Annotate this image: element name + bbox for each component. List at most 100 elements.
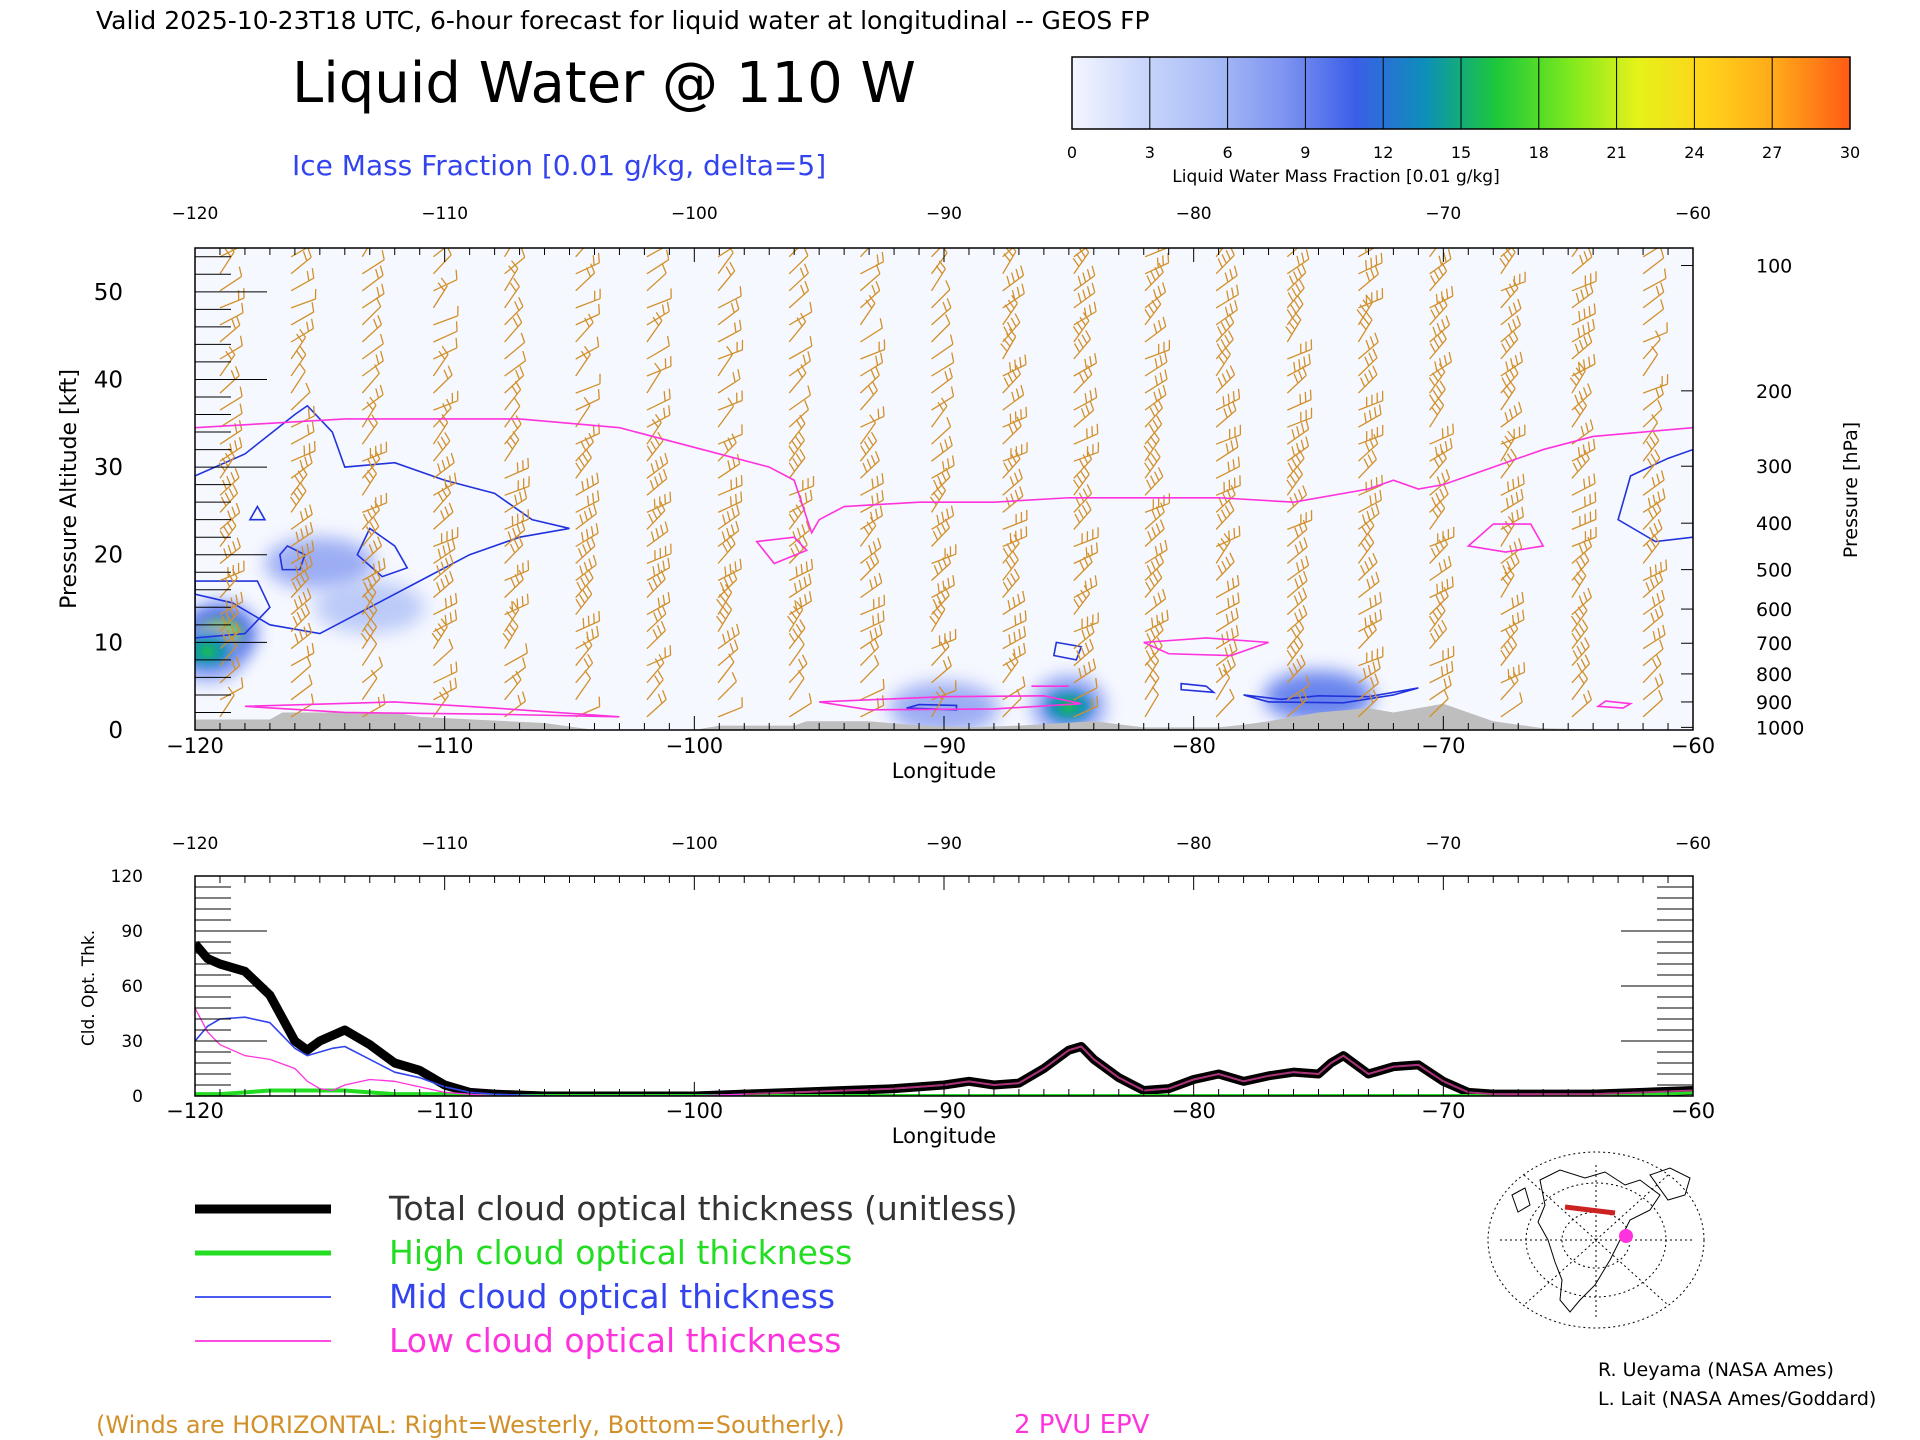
- wind-barb: [1144, 609, 1169, 633]
- wind-barb: [646, 312, 663, 343]
- wind-barb: [859, 248, 870, 258]
- wind-barb: [361, 517, 380, 547]
- locator-point: [1619, 1229, 1633, 1243]
- wind-barb: [504, 260, 519, 292]
- wind-barb: [1144, 282, 1167, 309]
- liquid-water-peak: [198, 645, 217, 658]
- plot-frame-lower: [194, 875, 1694, 1097]
- legend-label: Low cloud optical thickness: [389, 1321, 841, 1360]
- wind-barb: [1144, 415, 1163, 445]
- wind-barb: [788, 280, 810, 309]
- wind-barb: [717, 534, 736, 564]
- wind-barb: [1215, 388, 1241, 411]
- colorbar-cell: [1567, 57, 1639, 129]
- wind-barb: [1429, 661, 1454, 684]
- wind-barb: [1642, 330, 1661, 360]
- wind-barb: [1571, 397, 1588, 428]
- lower-x-tick-label: −90: [922, 1099, 966, 1123]
- pressure-tick-label: 200: [1756, 381, 1792, 403]
- ice-contour: [279, 544, 306, 571]
- legend-label: Mid cloud optical thickness: [389, 1277, 835, 1316]
- wind-barb: [1642, 322, 1668, 343]
- wind-barb: [717, 248, 733, 258]
- wind-barb: [1358, 592, 1382, 616]
- wind-barb: [1357, 434, 1379, 462]
- wind-barb: [717, 570, 738, 599]
- wind-barb: [931, 435, 953, 462]
- wind-barb: [504, 248, 511, 258]
- wind-barb: [931, 314, 951, 343]
- lower-x-tick-label: −60: [1671, 1099, 1715, 1123]
- wind-barb: [1215, 330, 1234, 360]
- wind-barb: [860, 594, 886, 616]
- wind-barb: [290, 555, 313, 582]
- wind-barb: [1073, 575, 1098, 599]
- wind-barb: [788, 263, 809, 292]
- wind-barb: [1002, 416, 1022, 445]
- wind-barb: [361, 656, 383, 684]
- wind-barb: [290, 603, 310, 633]
- wind-barb: [290, 569, 310, 599]
- wind-barb: [1144, 568, 1163, 599]
- wind-barb: [575, 336, 600, 360]
- wind-barb: [1357, 450, 1377, 479]
- wind-barb: [1429, 380, 1446, 411]
- wind-barb: [502, 618, 519, 650]
- wind-barb: [1571, 536, 1593, 564]
- wind-barb: [717, 299, 740, 326]
- x-tick-label: −120: [166, 734, 224, 758]
- wind-barb: [1002, 676, 1026, 701]
- wind-barb: [646, 405, 671, 428]
- wind-barb: [646, 491, 672, 513]
- lower-y-tick-label: 120: [111, 867, 143, 887]
- wind-barb: [1642, 470, 1665, 496]
- wind-barb: [1642, 689, 1664, 718]
- wind-barb: [860, 610, 885, 633]
- wind-barb: [1500, 430, 1515, 462]
- wind-barb: [1500, 315, 1522, 343]
- colorbar-cell: [1637, 57, 1710, 129]
- wind-barb: [1571, 354, 1596, 377]
- wind-barb: [219, 403, 243, 428]
- wind-barb: [1073, 353, 1098, 377]
- x-tick-label-top: −100: [671, 204, 718, 224]
- wind-barb: [1357, 552, 1378, 581]
- wind-barb: [432, 554, 454, 581]
- wind-barb: [362, 441, 388, 462]
- wind-barb: [931, 248, 941, 258]
- wind-barb: [1144, 467, 1164, 496]
- wind-barb: [1286, 587, 1308, 616]
- wind-barb: [929, 601, 946, 633]
- wind-barb: [1286, 295, 1304, 326]
- wind-barb: [1571, 670, 1589, 701]
- wind-barb: [931, 575, 955, 599]
- wind-barb: [575, 448, 592, 479]
- epv-label: 2 PVU EPV: [1014, 1410, 1150, 1440]
- wind-barb: [1002, 364, 1021, 394]
- wind-barb: [219, 386, 243, 411]
- wind-barb: [646, 569, 666, 599]
- wind-barb: [1642, 559, 1668, 582]
- wind-barb: [1002, 486, 1024, 513]
- wind-barb: [1429, 645, 1455, 667]
- colorbar-cell: [1072, 57, 1144, 129]
- x-tick-label-top: −80: [1176, 204, 1212, 224]
- wind-barb: [859, 654, 880, 684]
- credit-1: R. Ueyama (NASA Ames): [1598, 1359, 1834, 1381]
- wind-barb: [1357, 332, 1379, 360]
- wind-barb: [290, 301, 315, 326]
- wind-barb: [1358, 390, 1384, 411]
- wind-barb: [646, 248, 664, 258]
- wind-barb: [219, 346, 236, 377]
- wind-barb: [1215, 345, 1231, 377]
- wind-barb: [1642, 519, 1663, 547]
- wind-barb: [1642, 299, 1665, 326]
- wind-barb: [504, 570, 524, 599]
- wind-barb: [931, 417, 952, 445]
- wind-barb: [575, 304, 601, 326]
- wind-barb: [290, 318, 315, 343]
- lower-x-tick-label-top: −60: [1675, 834, 1711, 854]
- wind-barb: [361, 669, 378, 701]
- wind-barb: [361, 384, 384, 411]
